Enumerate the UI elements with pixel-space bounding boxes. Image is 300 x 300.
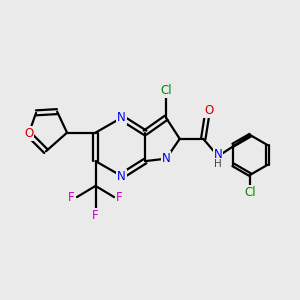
Text: N: N: [162, 152, 170, 165]
Text: N: N: [117, 111, 126, 124]
Text: F: F: [68, 190, 75, 204]
Text: Cl: Cl: [160, 84, 172, 97]
Text: F: F: [92, 209, 99, 222]
Text: H: H: [214, 159, 222, 169]
Text: F: F: [116, 190, 123, 204]
Text: N: N: [117, 169, 126, 182]
Text: N: N: [214, 148, 223, 161]
Text: Cl: Cl: [244, 186, 256, 199]
Text: O: O: [24, 128, 33, 140]
Text: O: O: [204, 104, 214, 117]
